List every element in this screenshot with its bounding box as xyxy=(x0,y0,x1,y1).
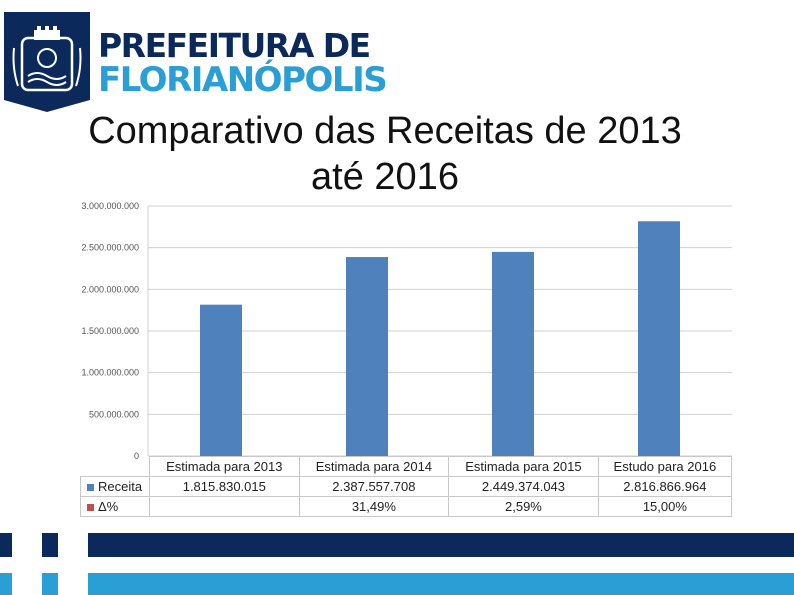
chart-data-table: Estimada para 2013 Estimada para 2014 Es… xyxy=(80,456,733,517)
chart-bars xyxy=(200,221,680,456)
legend-label: Δ% xyxy=(98,499,119,514)
legend-receita: Receita xyxy=(80,476,150,497)
legend-swatch-receita-icon xyxy=(87,484,94,492)
data-label: 2.387.557.708 xyxy=(298,476,450,497)
legend-delta: Δ% xyxy=(80,496,150,517)
data-label: 15,00% xyxy=(597,496,733,517)
data-label xyxy=(149,496,300,517)
logo: PREFEITURA DE FLORIANÓPOLIS xyxy=(4,12,424,112)
data-label: 31,49% xyxy=(298,496,450,517)
logo-text-line1: PREFEITURA DE xyxy=(98,26,371,65)
bar-receita xyxy=(346,257,388,456)
y-tick-label: 3.000.000.000 xyxy=(81,201,139,211)
data-label: 2,59% xyxy=(448,496,599,517)
footer-stripe-cyan-bar xyxy=(88,573,794,595)
data-label: 1.815.830.015 xyxy=(149,476,300,497)
category-label: Estimada para 2015 xyxy=(448,456,599,477)
y-tick-label: 2.500.000.000 xyxy=(81,243,139,253)
data-label: 2.816.866.964 xyxy=(597,476,733,497)
table-corner-cell xyxy=(80,456,150,477)
legend-swatch-delta-icon xyxy=(87,504,94,512)
coat-of-arms-icon xyxy=(4,12,90,112)
footer-stripe-navy-small-1 xyxy=(0,533,12,557)
bar-receita xyxy=(200,304,242,456)
y-tick-label: 500.000.000 xyxy=(89,409,139,419)
footer-stripe-cyan-small-1 xyxy=(0,573,12,595)
y-tick-label: 1.500.000.000 xyxy=(81,326,139,336)
page-title-line1: Comparativo das Receitas de 2013 xyxy=(88,110,682,152)
footer-stripe-navy-bar xyxy=(88,533,794,557)
footer-stripe-cyan-small-2 xyxy=(42,573,58,595)
bar-receita xyxy=(638,221,680,456)
y-tick-label: 2.000.000.000 xyxy=(81,284,139,294)
table-row-delta: Δ% 31,49% 2,59% 15,00% xyxy=(80,496,733,517)
data-label: 2.449.374.043 xyxy=(448,476,599,497)
y-tick-label: 0 xyxy=(134,451,139,461)
category-label: Estudo para 2016 xyxy=(597,456,733,477)
y-tick-label: 1.000.000.000 xyxy=(81,368,139,378)
table-row-receita: Receita 1.815.830.015 2.387.557.708 2.44… xyxy=(80,476,733,497)
footer-stripe-navy-small-2 xyxy=(42,533,58,557)
bar-receita xyxy=(492,251,534,456)
category-label: Estimada para 2013 xyxy=(149,456,300,477)
page-title: Comparativo das Receitas de 2013 até 201… xyxy=(0,108,770,200)
legend-label: Receita xyxy=(98,479,143,494)
table-header-row: Estimada para 2013 Estimada para 2014 Es… xyxy=(80,456,733,477)
logo-text-line2: FLORIANÓPOLIS xyxy=(98,60,388,100)
category-label: Estimada para 2014 xyxy=(298,456,450,477)
page-title-line2: até 2016 xyxy=(311,156,459,198)
y-axis-ticks: 0 500.000.000 1.000.000.000 1.500.000.000 2.… xyxy=(81,201,139,461)
